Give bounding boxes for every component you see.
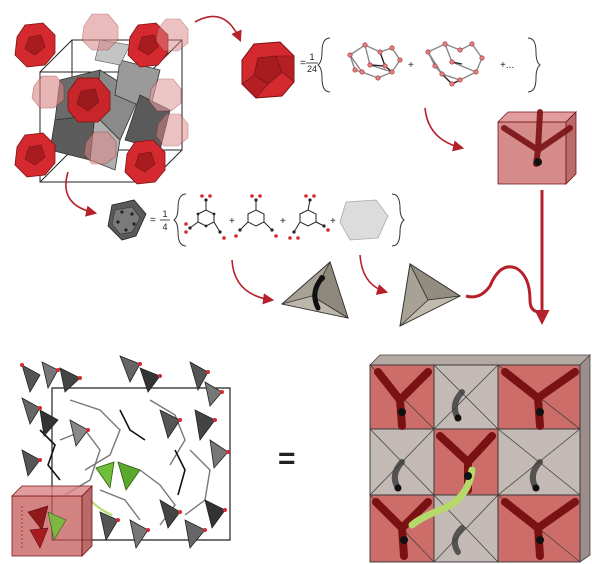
tiled-nodes	[394, 408, 544, 544]
arrow-crystal-to-cage	[194, 15, 242, 43]
equation-top-plus-2: +...	[500, 60, 514, 71]
equation-middle-equals: =	[150, 215, 156, 226]
tiled-framework	[369, 354, 591, 563]
equation-top-plus-1: +	[408, 60, 414, 71]
equation-middle: = 1 4 +	[150, 193, 405, 247]
linker-fragment-3	[288, 194, 330, 240]
equation-top-equals: =	[300, 58, 306, 69]
mof-unit-cell	[14, 13, 189, 185]
arrow-to-tetra-1	[231, 259, 275, 305]
equation-middle-plus-2: +	[280, 216, 286, 227]
framework-view	[11, 355, 231, 557]
tetrahedron-2	[399, 262, 462, 327]
single-cage	[241, 41, 295, 99]
tetrahedron-1	[280, 260, 349, 319]
equation-middle-numerator: 1	[162, 209, 167, 219]
arrow-crystal-to-linker	[65, 171, 98, 217]
red-cages	[14, 13, 189, 185]
arrow-to-red-cube	[424, 107, 465, 152]
cage-right-lower	[155, 113, 189, 147]
arrow-merge	[465, 265, 541, 314]
framework-oxygens	[20, 362, 230, 532]
cage-right-mid	[148, 78, 182, 112]
equation-middle-plus-3: +	[330, 216, 336, 227]
cage-fragment-2	[425, 41, 485, 87]
arrow-to-tetra-2	[359, 254, 389, 295]
red-cube-inset	[11, 485, 93, 557]
equation-top-denominator: 24	[307, 64, 317, 74]
equation-top: = 1 24 +	[300, 37, 541, 93]
equation-middle-denominator: 4	[162, 222, 167, 232]
cage-bottom-left	[14, 132, 56, 178]
red-cube-top	[497, 109, 577, 185]
green-clusters	[89, 461, 141, 516]
cage-bottom-right	[124, 139, 166, 185]
linker-hexagon	[339, 199, 389, 241]
cage-top-middle	[81, 13, 119, 51]
gray-linker-cage	[107, 199, 147, 241]
tiled-green-tube	[408, 466, 476, 529]
equation-top-numerator: 1	[309, 52, 314, 62]
equation-middle-plus-1: +	[229, 216, 235, 227]
cage-top-left	[14, 22, 56, 68]
framework-linkers-dark	[39, 409, 186, 496]
cage-left-mid	[31, 75, 65, 109]
cage-far-right	[155, 18, 189, 52]
equation-bottom-equals: =	[278, 442, 296, 475]
cage-fragment-1	[347, 42, 403, 81]
cage-center	[67, 77, 111, 123]
linker-fragment-2	[234, 194, 278, 238]
linker-fragment-1	[184, 194, 226, 240]
cage-bottom-middle	[83, 131, 117, 165]
framework-clusters	[21, 355, 229, 550]
